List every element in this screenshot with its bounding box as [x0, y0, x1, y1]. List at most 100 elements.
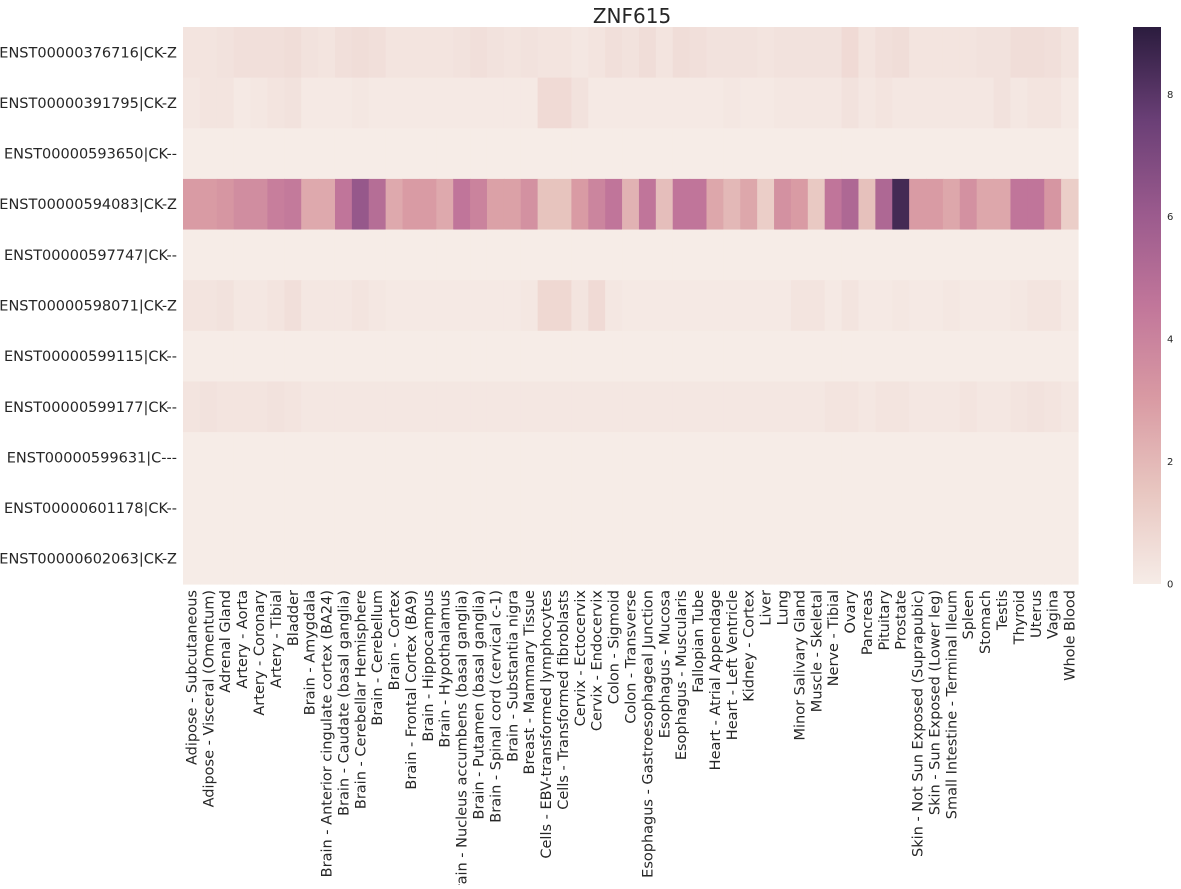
heatmap-cell [334, 27, 353, 79]
heatmap-cell [183, 128, 201, 180]
heatmap-cell [183, 330, 201, 383]
heatmap-cell [385, 381, 404, 433]
column-label: Fallopian Tube [691, 590, 707, 693]
heatmap-cell [368, 229, 387, 281]
heatmap-cell [402, 27, 421, 79]
heatmap-cell [571, 381, 589, 433]
heatmap-cell [537, 77, 556, 129]
heatmap-cell [334, 229, 353, 281]
heatmap-cell [554, 27, 572, 79]
heatmap-cell [993, 280, 1012, 332]
heatmap-cell [807, 128, 826, 180]
column-label: Brain - Cortex [387, 590, 403, 691]
heatmap-cell [183, 533, 201, 585]
heatmap-cell [672, 432, 691, 484]
heatmap-cell [301, 533, 319, 585]
heatmap-cell [774, 229, 792, 281]
heatmap-cell [976, 178, 995, 231]
column-label: Bladder [286, 590, 302, 646]
heatmap-cell [520, 482, 539, 534]
heatmap-cell [216, 432, 235, 484]
heatmap-cell [655, 432, 674, 484]
heatmap-cell [199, 381, 218, 433]
heatmap-cell [638, 77, 657, 129]
heatmap-cell [875, 27, 893, 79]
heatmap-cell [909, 229, 927, 281]
heatmap-cell [1061, 330, 1079, 383]
heatmap-cell [301, 229, 319, 281]
heatmap-cell [402, 280, 421, 332]
heatmap-cell [757, 178, 775, 231]
heatmap-cell [385, 330, 404, 383]
heatmap-cell [284, 432, 302, 484]
heatmap-cell [503, 27, 522, 79]
column-label: Esophagus - Gastroesophageal Junction [640, 590, 656, 878]
heatmap-cell [250, 27, 269, 79]
heatmap-cell [875, 128, 893, 180]
heatmap-cell [976, 533, 995, 585]
heatmap-cell [909, 27, 927, 79]
column-label: Brain - Cerebellar Hemisphere [353, 590, 369, 809]
heatmap-cell [622, 432, 640, 484]
heatmap-cell [672, 128, 691, 180]
heatmap-cell [723, 330, 741, 383]
heatmap-cell [183, 280, 201, 332]
heatmap-cell [638, 27, 657, 79]
heatmap-cell [334, 77, 353, 129]
heatmap-cell [470, 381, 488, 433]
heatmap-cell [959, 432, 978, 484]
heatmap-cell [419, 432, 437, 484]
heatmap-cell [740, 432, 758, 484]
heatmap-cell [486, 77, 505, 129]
heatmap-cell [199, 77, 218, 129]
heatmap-cell [267, 178, 285, 231]
heatmap-cell [605, 27, 623, 79]
row-label: ENST00000376716|CK-Z [0, 45, 177, 61]
heatmap-cell [537, 482, 556, 534]
heatmap-cell [284, 128, 302, 180]
heatmap-cell [284, 178, 302, 231]
heatmap-cell [638, 128, 657, 180]
heatmap-cell [554, 330, 572, 383]
heatmap-cell [706, 280, 724, 332]
heatmap-cell [976, 280, 995, 332]
heatmap-cell [858, 77, 876, 129]
heatmap-cell [1061, 432, 1079, 484]
heatmap-cell [402, 381, 421, 433]
heatmap-cell [1061, 482, 1079, 534]
column-label: Muscle - Skeletal [809, 590, 825, 712]
heatmap-cell [216, 77, 235, 129]
heatmap-cell [774, 533, 792, 585]
column-label: Brain - Substantia nigra [505, 590, 521, 762]
heatmap-cell [926, 178, 944, 231]
heatmap-cell [824, 27, 843, 79]
heatmap-cell [233, 178, 252, 231]
heatmap-cell [470, 229, 488, 281]
heatmap-cell [909, 178, 927, 231]
heatmap-cell [284, 533, 302, 585]
heatmap-cell [723, 77, 741, 129]
heatmap-cell [453, 280, 471, 332]
heatmap-cell [1010, 280, 1028, 332]
heatmap-cell [453, 27, 471, 79]
heatmap-cell [993, 533, 1012, 585]
heatmap-cell [926, 27, 944, 79]
heatmap-cell [723, 432, 741, 484]
column-label: Heart - Left Ventricle [725, 590, 741, 740]
heatmap-cell [942, 229, 961, 281]
heatmap-cell [858, 381, 876, 433]
heatmap-cell [1061, 128, 1079, 180]
heatmap-cell [807, 482, 826, 534]
column-label: Testis [995, 590, 1011, 631]
colorbar-tick-label: 2 [1167, 457, 1173, 468]
heatmap-cell [1044, 533, 1062, 585]
heatmap-cell [942, 128, 961, 180]
heatmap-cell [926, 533, 944, 585]
heatmap-cell [334, 280, 353, 332]
heatmap-cell [926, 381, 944, 433]
heatmap-cell [368, 77, 387, 129]
heatmap-cell [655, 330, 674, 383]
heatmap-cell [655, 128, 674, 180]
heatmap-cell [267, 229, 285, 281]
